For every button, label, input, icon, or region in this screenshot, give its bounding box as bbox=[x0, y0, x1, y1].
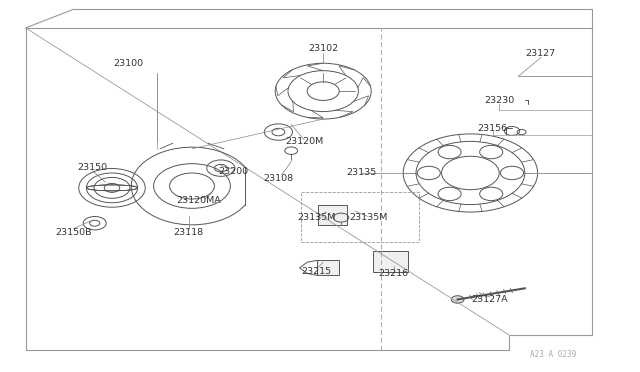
Circle shape bbox=[480, 187, 503, 201]
Text: 23215: 23215 bbox=[301, 267, 332, 276]
Text: 23150: 23150 bbox=[77, 163, 108, 172]
Text: 23120MA: 23120MA bbox=[176, 196, 221, 205]
Text: 23127: 23127 bbox=[525, 49, 556, 58]
Bar bbox=[301, 192, 419, 242]
Text: 23118: 23118 bbox=[173, 228, 204, 237]
Bar bbox=[318, 205, 347, 225]
Circle shape bbox=[500, 166, 524, 180]
Text: 23102: 23102 bbox=[308, 44, 339, 53]
Circle shape bbox=[438, 145, 461, 159]
Circle shape bbox=[417, 166, 440, 180]
Text: A23 A 0239: A23 A 0239 bbox=[530, 350, 576, 359]
Text: 23135M: 23135M bbox=[298, 213, 336, 222]
Circle shape bbox=[451, 296, 464, 303]
Text: 23200: 23200 bbox=[218, 167, 249, 176]
Text: 23150B: 23150B bbox=[55, 228, 92, 237]
Circle shape bbox=[480, 145, 503, 159]
Text: 23135: 23135 bbox=[346, 169, 377, 177]
Bar bbox=[317, 260, 339, 275]
Circle shape bbox=[438, 187, 461, 201]
Text: 23100: 23100 bbox=[113, 59, 143, 68]
Bar bbox=[373, 251, 408, 272]
Text: 23135M: 23135M bbox=[349, 213, 387, 222]
Text: 23120M: 23120M bbox=[285, 137, 323, 146]
Text: 23127A: 23127A bbox=[471, 295, 508, 304]
Text: 23156: 23156 bbox=[477, 124, 508, 133]
Text: 23108: 23108 bbox=[263, 174, 294, 183]
Text: 23216: 23216 bbox=[378, 269, 409, 278]
Text: 23230: 23230 bbox=[484, 96, 515, 105]
